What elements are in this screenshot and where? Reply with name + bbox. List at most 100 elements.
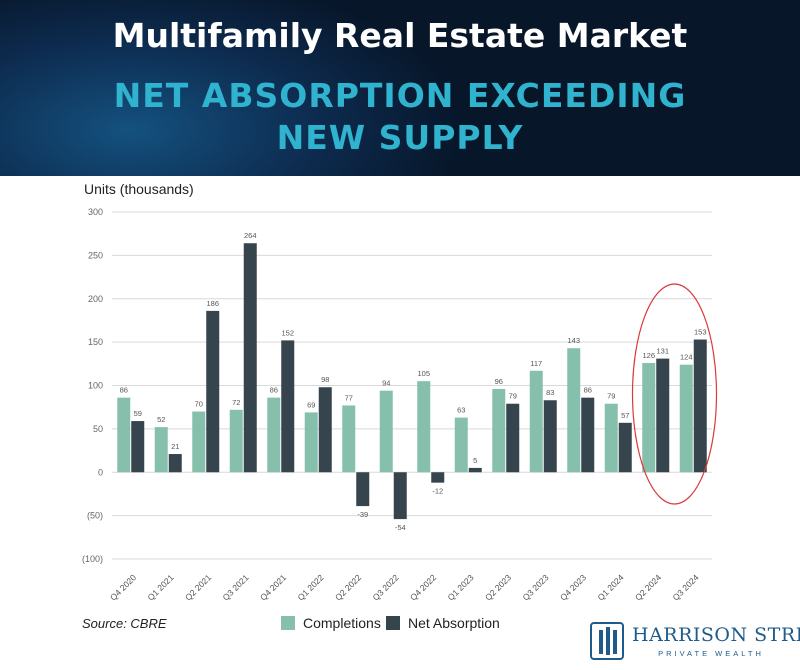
- logo-tagline: PRIVATE WEALTH: [658, 649, 764, 658]
- bar-net-absorption: [656, 358, 670, 473]
- bar-completions: [604, 403, 618, 473]
- data-label-net-absorption: 59: [134, 409, 142, 418]
- data-label-net-absorption: 21: [171, 442, 179, 451]
- y-tick-label: 150: [88, 337, 103, 347]
- data-label-completions: 94: [382, 379, 390, 388]
- data-label-completions: 63: [457, 406, 465, 415]
- bar-net-absorption: [206, 310, 220, 473]
- y-tick-label: 250: [88, 250, 103, 260]
- bar-completions: [454, 417, 468, 473]
- data-label-completions: 117: [530, 359, 542, 368]
- bar-net-absorption: [506, 403, 520, 473]
- legend-item-completions: Completions: [281, 615, 381, 631]
- bar-net-absorption: [581, 397, 595, 473]
- data-label-net-absorption: 83: [546, 388, 554, 397]
- bar-net-absorption: [243, 243, 257, 473]
- y-tick-label: (100): [82, 554, 103, 564]
- page-title: Multifamily Real Estate Market: [112, 16, 688, 55]
- y-axis-label: Units (thousands): [84, 181, 194, 197]
- legend-item-net-absorption: Net Absorption: [386, 615, 500, 631]
- data-label-completions: 124: [680, 353, 693, 362]
- data-label-completions: 105: [417, 369, 430, 378]
- data-label-completions: 86: [270, 386, 278, 395]
- bar-net-absorption: [431, 472, 445, 483]
- y-tick-label: (50): [87, 511, 103, 521]
- bar-net-absorption: [356, 472, 370, 507]
- x-tick-label: Q3 2021: [221, 572, 251, 602]
- data-label-completions: 96: [495, 377, 503, 386]
- x-tick-label: Q2 2021: [183, 572, 213, 602]
- bar-completions: [304, 412, 318, 473]
- y-tick-label: 100: [88, 381, 103, 391]
- header-banner: Multifamily Real Estate Market NET ABSOR…: [0, 0, 800, 176]
- x-tick-label: Q2 2023: [483, 572, 513, 602]
- data-label-net-absorption: 186: [206, 299, 219, 308]
- x-tick-label: Q1 2022: [296, 572, 326, 602]
- bar-net-absorption: [393, 472, 407, 520]
- y-tick-label: 50: [93, 424, 103, 434]
- data-label-net-absorption: 57: [621, 411, 629, 420]
- legend-label-net-absorption: Net Absorption: [408, 615, 500, 631]
- bar-completions: [379, 390, 393, 473]
- data-label-completions: 86: [120, 386, 128, 395]
- x-tick-label: Q1 2024: [596, 572, 626, 602]
- data-label-completions: 126: [642, 351, 655, 360]
- bar-net-absorption: [168, 454, 182, 473]
- y-tick-label: 300: [88, 207, 103, 217]
- x-tick-label: Q1 2021: [146, 572, 176, 602]
- subtitle-line-2: NEW SUPPLY: [276, 118, 524, 157]
- bar-completions: [492, 388, 506, 473]
- data-label-net-absorption: 264: [244, 231, 257, 240]
- x-tick-label: Q4 2022: [408, 572, 438, 602]
- x-tick-label: Q4 2023: [558, 572, 588, 602]
- data-label-completions: 72: [232, 398, 240, 407]
- bar-completions: [117, 397, 131, 473]
- data-label-completions: 77: [345, 393, 353, 402]
- data-label-net-absorption: 79: [509, 392, 517, 401]
- bar-completions: [229, 409, 243, 473]
- data-label-net-absorption: 86: [584, 386, 592, 395]
- logo-name: HARRISON STREET: [632, 624, 800, 646]
- data-label-net-absorption: -39: [357, 510, 368, 519]
- data-label-net-absorption: 153: [694, 328, 707, 337]
- data-label-net-absorption: -12: [432, 487, 443, 496]
- bar-completions: [154, 427, 168, 473]
- x-tick-label: Q3 2022: [371, 572, 401, 602]
- bar-net-absorption: [618, 422, 632, 473]
- data-label-completions: 143: [567, 336, 580, 345]
- x-tick-label: Q1 2023: [446, 572, 476, 602]
- x-tick-label: Q3 2023: [521, 572, 551, 602]
- bar-net-absorption: [693, 339, 707, 473]
- bar-net-absorption: [318, 387, 332, 473]
- data-label-net-absorption: -54: [395, 523, 406, 532]
- data-label-completions: 79: [607, 392, 615, 401]
- bar-completions: [417, 381, 431, 473]
- data-label-net-absorption: 5: [473, 456, 477, 465]
- legend-label-completions: Completions: [303, 615, 381, 631]
- bar-net-absorption: [281, 340, 295, 473]
- highlight-ellipse: [631, 283, 718, 505]
- bar-net-absorption: [543, 400, 557, 473]
- x-tick-label: Q2 2022: [333, 572, 363, 602]
- y-tick-label: 200: [88, 294, 103, 304]
- bar-completions: [192, 411, 206, 473]
- x-tick-label: Q4 2021: [258, 572, 288, 602]
- y-tick-label: 0: [98, 467, 103, 477]
- data-label-completions: 70: [195, 400, 203, 409]
- bar-completions: [567, 348, 581, 473]
- x-tick-label: Q2 2024: [633, 572, 663, 602]
- bar-completions: [267, 397, 281, 473]
- harrison-street-logo: HARRISON STREET PRIVATE WEALTH: [590, 622, 800, 664]
- x-tick-label: Q3 2024: [671, 572, 701, 602]
- bar-completions: [342, 405, 356, 473]
- bar-net-absorption: [131, 421, 145, 473]
- data-label-completions: 52: [157, 415, 165, 424]
- data-label-net-absorption: 98: [321, 375, 329, 384]
- legend-swatch-completions: [281, 616, 295, 630]
- data-label-net-absorption: 131: [656, 347, 669, 356]
- bar-completions: [642, 362, 656, 473]
- building-icon: [590, 622, 624, 660]
- bar-net-absorption: [468, 467, 482, 473]
- legend-swatch-net-absorption: [386, 616, 400, 630]
